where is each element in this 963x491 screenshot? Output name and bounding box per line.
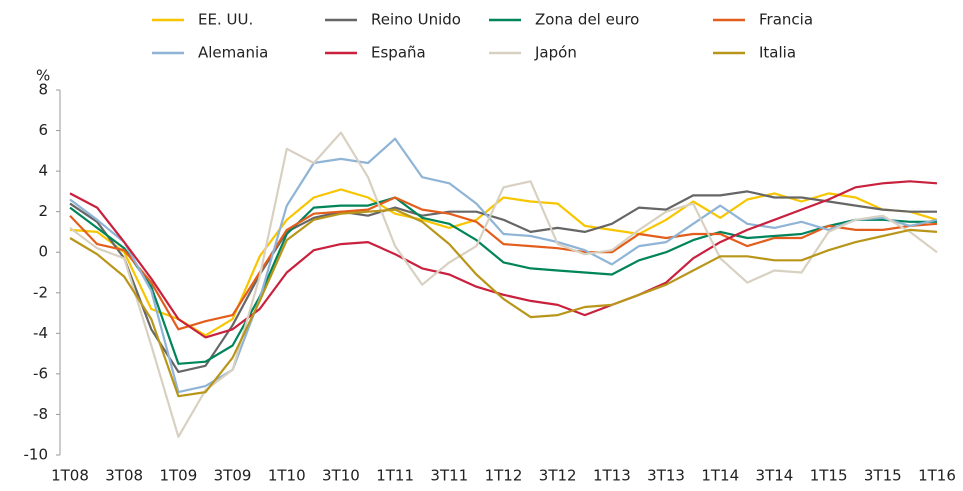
y-tick-label: -8 — [33, 405, 48, 423]
y-tick-label: 2 — [38, 202, 48, 220]
x-tick-label: 1T11 — [376, 467, 414, 485]
y-tick-label: 6 — [38, 121, 48, 139]
legend-label: Reino Unido — [371, 11, 461, 29]
y-tick-label: -2 — [33, 283, 48, 301]
x-tick-label: 1T15 — [810, 467, 848, 485]
legend-label: Alemania — [198, 44, 268, 62]
y-tick-label: -10 — [24, 446, 49, 464]
series-line — [69, 188, 938, 337]
legend-label: España — [371, 44, 426, 62]
y-tick-label: 8 — [38, 81, 48, 99]
legend-label: Zona del euro — [535, 11, 639, 29]
x-tick-label: 3T13 — [647, 467, 685, 485]
legend-label: Japón — [534, 44, 577, 62]
x-tick-label: 3T08 — [105, 467, 143, 485]
x-tick-label: 1T12 — [485, 467, 523, 485]
series-line — [69, 131, 938, 438]
series-line — [69, 196, 938, 331]
y-tick-label: -6 — [33, 364, 48, 382]
x-tick-label: 1T08 — [51, 467, 89, 485]
legend-label: Italia — [759, 44, 796, 62]
y-tick-label: -4 — [33, 324, 48, 342]
x-tick-label: 3T11 — [430, 467, 468, 485]
series-line — [69, 190, 937, 373]
x-tick-label: 3T12 — [539, 467, 577, 485]
legend-label: Francia — [759, 11, 813, 29]
series-line — [69, 208, 938, 398]
legend-label: EE. UU. — [198, 11, 253, 29]
x-tick-label: 1T13 — [593, 467, 631, 485]
x-tick-label: 3T15 — [864, 467, 902, 485]
y-unit-label: % — [36, 67, 50, 85]
series-line — [69, 180, 938, 339]
x-tick-label: 1T09 — [159, 467, 197, 485]
x-tick-label: 3T14 — [756, 467, 794, 485]
x-tick-label: 3T09 — [214, 467, 252, 485]
x-tick-label: 3T10 — [322, 467, 360, 485]
y-tick-label: 4 — [38, 162, 48, 180]
y-tick-label: 0 — [38, 243, 48, 261]
x-tick-label: 1T16 — [918, 467, 956, 485]
x-tick-label: 1T14 — [701, 467, 739, 485]
series-line — [69, 196, 937, 365]
x-tick-label: 1T10 — [268, 467, 306, 485]
